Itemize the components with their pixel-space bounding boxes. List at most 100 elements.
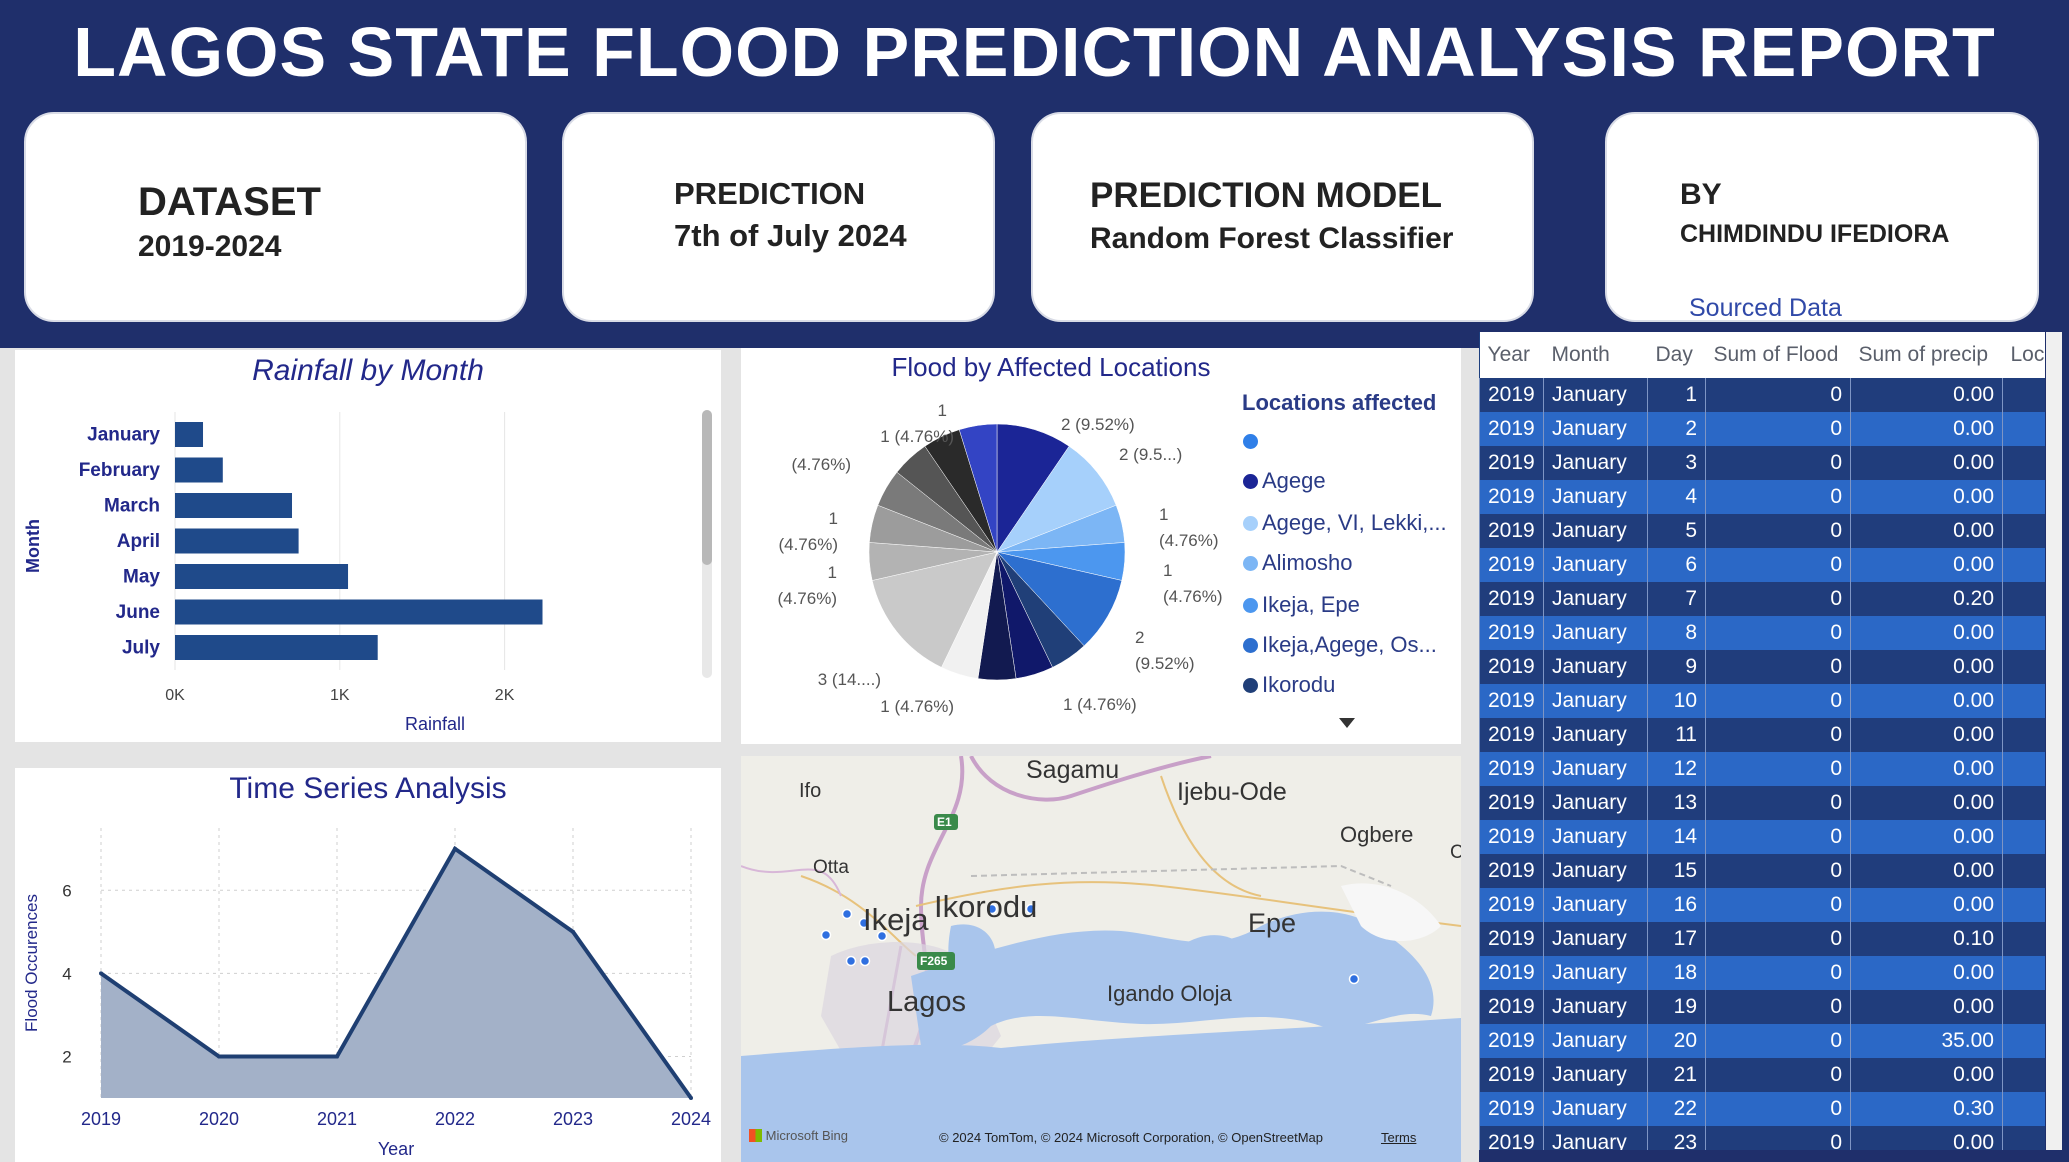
table-row[interactable]: 2019 January 15 0 0.00 [1479, 854, 2045, 888]
rainfall-scrollbar[interactable] [702, 410, 712, 678]
timeseries-point[interactable] [335, 1054, 339, 1059]
legend-dot-icon [1243, 516, 1258, 531]
table-cell: 0.00 [1850, 412, 2003, 446]
table-right-scrollbar[interactable] [2046, 332, 2062, 1150]
table-cell: January [1543, 582, 1648, 616]
table-cell: 17 [1647, 922, 1706, 956]
rainfall-bar[interactable] [175, 599, 543, 625]
timeseries-point[interactable] [689, 1096, 693, 1100]
map-label-ogbere: Ogbere [1340, 822, 1414, 847]
table-row[interactable]: 2019 January 2 0 0.00 [1479, 412, 2045, 446]
pie-slice[interactable] [996, 551, 1123, 647]
rainfall-bar[interactable] [175, 457, 223, 483]
table-row[interactable]: 2019 January 12 0 0.00 [1479, 752, 2045, 786]
table-cell: January [1543, 888, 1648, 922]
table-column-header[interactable]: Sum of Flood [1705, 332, 1851, 378]
pie-legend-item[interactable] [1243, 428, 1262, 454]
table-row[interactable]: 2019 January 17 0 0.10 [1479, 922, 2045, 956]
rainfall-bar[interactable] [175, 422, 204, 447]
pie-slice[interactable] [996, 423, 1070, 553]
pie-legend-item[interactable]: Alimosho [1243, 550, 1352, 576]
table-row[interactable]: 2019 January 13 0 0.00 [1479, 786, 2045, 820]
table-row[interactable]: 2019 January 14 0 0.00 [1479, 820, 2045, 854]
pie-legend-item[interactable]: Agege, VI, Lekki,... [1243, 510, 1447, 536]
pie-legend-item[interactable]: Agege [1243, 468, 1326, 494]
map-panel[interactable]: Sagamu Ifo Ijebu-Ode Ogbere Otta Ikorodu… [741, 756, 1461, 1162]
table-column-header[interactable]: Year [1479, 332, 1544, 378]
rainfall-bar[interactable] [175, 528, 299, 554]
map-label-ikeja: Ikeja [863, 902, 929, 937]
table-row[interactable]: 2019 January 7 0 0.20 [1479, 582, 2045, 616]
table-cell: 0 [1705, 888, 1851, 922]
table-row[interactable]: 2019 January 3 0 0.00 [1479, 446, 2045, 480]
table-cell: 0.00 [1850, 446, 2003, 480]
table-cell: 2019 [1479, 1092, 1544, 1126]
table-cell: 0 [1705, 548, 1851, 582]
table-cell: 0 [1705, 650, 1851, 684]
table-row[interactable]: 2019 January 8 0 0.00 [1479, 616, 2045, 650]
map-canvas[interactable] [741, 756, 1461, 1162]
pie-data-label: 1 (4.76%) [880, 697, 954, 716]
table-row[interactable]: 2019 January 22 0 0.30 [1479, 1092, 2045, 1126]
table-cell [2002, 888, 2045, 922]
table-column-header[interactable]: Day [1647, 332, 1706, 378]
table-cell: 35.00 [1850, 1024, 2003, 1058]
table-column-header[interactable]: Month [1543, 332, 1648, 378]
table-row[interactable]: 2019 January 9 0 0.00 [1479, 650, 2045, 684]
legend-scroll-down-icon[interactable] [1339, 718, 1355, 728]
table-cell: 23 [1647, 1126, 1706, 1150]
table-row[interactable]: 2019 January 18 0 0.00 [1479, 956, 2045, 990]
table-row[interactable]: 2019 January 16 0 0.00 [1479, 888, 2045, 922]
table-row[interactable]: 2019 January 20 0 35.00 [1479, 1024, 2045, 1058]
table-row[interactable]: 2019 January 23 0 0.00 [1479, 1126, 2045, 1150]
rainfall-y-axis-label: Month [23, 519, 43, 573]
pie-slice[interactable] [958, 423, 998, 553]
map-terms-link[interactable]: Terms [1381, 1130, 1417, 1145]
timeseries-point[interactable] [571, 929, 575, 934]
pie-legend-item[interactable]: Ikeja,Agege, Os... [1243, 632, 1437, 658]
table-cell: 4 [1647, 480, 1706, 514]
table-cell [2002, 446, 2045, 480]
table-column-header[interactable]: Loca [2002, 332, 2045, 378]
table-column-header[interactable]: Sum of precip [1850, 332, 2003, 378]
table-row[interactable]: 2019 January 11 0 0.00 [1479, 718, 2045, 752]
timeseries-point[interactable] [99, 971, 103, 976]
table-cell: 0.00 [1850, 650, 2003, 684]
pie-slice[interactable] [871, 551, 998, 668]
table-cell: 0 [1705, 582, 1851, 616]
table-cell: 0.00 [1850, 1058, 2003, 1092]
table-cell: 2019 [1479, 752, 1544, 786]
sourced-data-link[interactable]: Sourced Data [1689, 294, 1842, 322]
table-cell: 0 [1705, 684, 1851, 718]
timeseries-line[interactable] [99, 845, 693, 1100]
table-row[interactable]: 2019 January 10 0 0.00 [1479, 684, 2045, 718]
table-cell: January [1543, 1092, 1648, 1126]
timeseries-point[interactable] [217, 1054, 221, 1059]
table-row[interactable]: 2019 January 5 0 0.00 [1479, 514, 2045, 548]
table-row[interactable]: 2019 January 4 0 0.00 [1479, 480, 2045, 514]
table-cell: 0 [1705, 480, 1851, 514]
table-row[interactable]: 2019 January 21 0 0.00 [1479, 1058, 2045, 1092]
map-label-ijebu-ode: Ijebu-Ode [1177, 778, 1287, 806]
table-cell: 0.00 [1850, 786, 2003, 820]
rainfall-bar[interactable] [175, 493, 293, 518]
table-cell: January [1543, 684, 1648, 718]
table-row[interactable]: 2019 January 6 0 0.00 [1479, 548, 2045, 582]
table-row[interactable]: 2019 January 19 0 0.00 [1479, 990, 2045, 1024]
table-cell: 0.10 [1850, 922, 2003, 956]
map-label-ifo: Ifo [799, 780, 822, 802]
flood-pie-chart: 2 (9.52%)2 (9.5...)1 (4.76%)1 (4.76%)2 (9.5… [777, 401, 1222, 716]
rainfall-bar[interactable] [175, 635, 378, 660]
timeseries-point[interactable] [453, 846, 457, 851]
table-row[interactable]: 2019 January 1 0 0.00 [1479, 378, 2045, 412]
pie-legend-item[interactable]: Ikeja, Epe [1243, 592, 1360, 618]
table-cell: January [1543, 990, 1648, 1024]
data-table-container[interactable]: Year Month Day Sum of Flood Sum of precip Loc… [1479, 332, 2045, 1150]
prediction-value: 7th of July 2024 [674, 218, 907, 253]
rainfall-bar[interactable] [175, 564, 349, 589]
pie-slice[interactable] [996, 445, 1117, 553]
table-cell [2002, 616, 2045, 650]
pie-legend-item[interactable]: Ikorodu [1243, 672, 1335, 698]
rainfall-scrollbar-thumb[interactable] [702, 410, 712, 565]
map-label-ikorodu: Ikorodu [934, 889, 1038, 924]
